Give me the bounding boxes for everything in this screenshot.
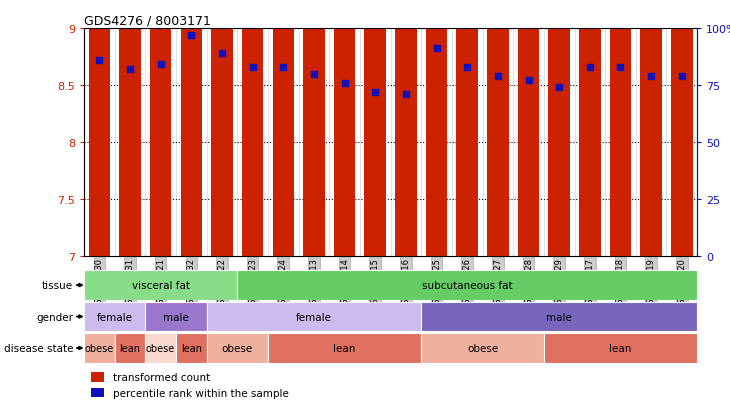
Bar (115, 333, 145, 363)
Bar (579, 0, 601, 256)
Point (431, 46, 442, 52)
Bar (180, 0, 202, 256)
Text: obese: obese (85, 343, 114, 353)
Bar (518, 0, 539, 256)
Point (308, 71, 320, 78)
Bar (640, 0, 662, 256)
Point (615, 64, 626, 71)
Bar (364, 0, 386, 256)
Bar (671, 0, 693, 256)
Point (247, 64, 258, 71)
Point (676, 73, 688, 80)
Bar (237, 271, 697, 300)
Text: GDS4276 / 8003171: GDS4276 / 8003171 (84, 15, 211, 28)
Bar (145, 302, 207, 332)
Point (645, 73, 657, 80)
Text: tissue: tissue (42, 280, 73, 290)
Point (400, 91, 412, 98)
Point (339, 80, 350, 87)
Bar (548, 0, 570, 256)
Bar (84, 302, 145, 332)
Bar (268, 333, 421, 363)
Text: male: male (546, 312, 572, 322)
Bar (334, 0, 356, 256)
Point (492, 73, 504, 80)
Point (93, 57, 105, 64)
Bar (88, 0, 110, 256)
Bar (207, 333, 268, 363)
Bar (150, 0, 172, 256)
Text: lean: lean (334, 343, 356, 353)
Text: transformed count: transformed count (113, 373, 210, 382)
Text: lean: lean (610, 343, 631, 353)
Text: obese: obese (222, 343, 253, 353)
Text: gender: gender (36, 312, 73, 322)
Bar (176, 333, 207, 363)
Bar (421, 333, 544, 363)
Text: disease state: disease state (4, 343, 73, 353)
Point (523, 78, 534, 84)
Point (185, 32, 197, 39)
Bar (426, 0, 447, 256)
Bar (207, 302, 421, 332)
Bar (84, 333, 115, 363)
Point (124, 66, 136, 73)
Bar (272, 0, 294, 256)
Text: obese: obese (146, 343, 175, 353)
Bar (84, 271, 237, 300)
Point (584, 64, 596, 71)
Text: female: female (96, 312, 133, 322)
Point (369, 89, 381, 96)
Bar (211, 0, 233, 256)
Bar (544, 333, 697, 363)
Text: female: female (296, 312, 332, 322)
Bar (456, 0, 478, 256)
Text: subcutaneous fat: subcutaneous fat (422, 280, 512, 290)
Point (553, 85, 565, 91)
Bar (610, 0, 631, 256)
Bar (487, 0, 509, 256)
Point (277, 64, 289, 71)
Point (216, 50, 228, 57)
Bar (242, 0, 264, 256)
Point (461, 64, 473, 71)
Bar (303, 0, 325, 256)
Point (155, 62, 166, 69)
Text: lean: lean (181, 343, 201, 353)
Bar (119, 0, 141, 256)
Text: visceral fat: visceral fat (131, 280, 190, 290)
Bar (395, 0, 417, 256)
Text: percentile rank within the sample: percentile rank within the sample (113, 388, 289, 398)
Text: lean: lean (120, 343, 140, 353)
Text: male: male (163, 312, 189, 322)
Text: obese: obese (467, 343, 498, 353)
Bar (421, 302, 697, 332)
Bar (145, 333, 176, 363)
